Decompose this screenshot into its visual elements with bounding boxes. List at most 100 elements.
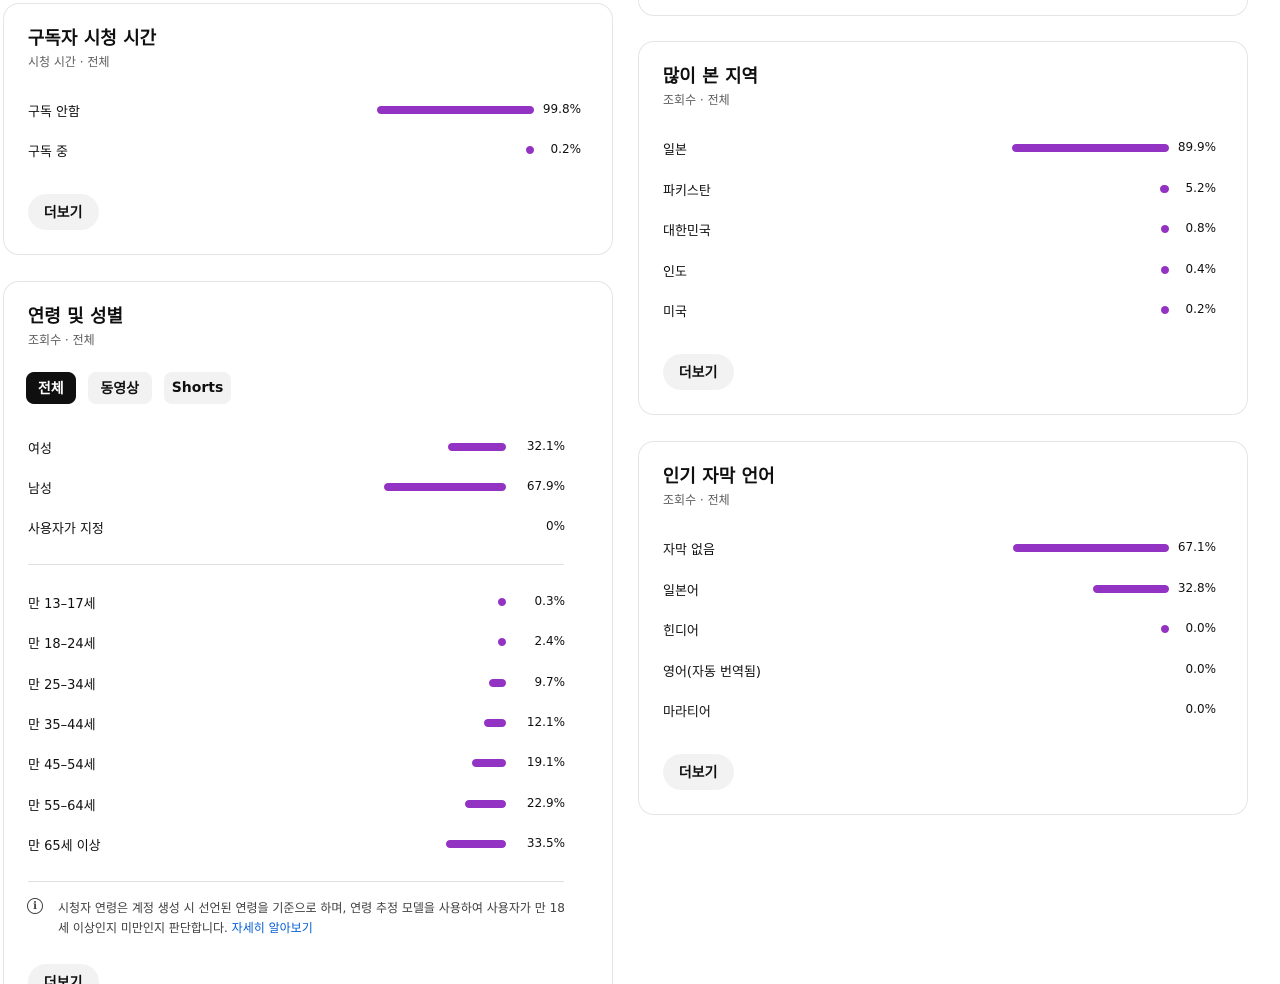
row-bar [1093, 584, 1169, 593]
row-bar [526, 146, 534, 154]
distribution-row: 힌디어 0.0% [663, 617, 1216, 641]
distribution-row: 만 65세 이상 33.5% [28, 832, 565, 856]
row-percentage: 19.1% [526, 755, 565, 770]
chip-shorts[interactable]: Shorts [164, 372, 231, 404]
distribution-row: 일본어 32.8% [663, 577, 1216, 601]
distribution-row: 만 45–54세 19.1% [28, 751, 565, 775]
row-label: 구독 중 [28, 145, 69, 160]
distribution-row: 미국 0.2% [663, 298, 1216, 322]
row-percentage: 0.0% [1185, 702, 1217, 716]
row-label: 만 25–34세 [28, 677, 96, 693]
row-bar [1013, 544, 1169, 552]
row-label: 사용자가 지정 [28, 522, 104, 537]
row-percentage: 0.0% [1185, 621, 1217, 635]
row-percentage: 99.8% [542, 102, 581, 116]
row-label: 힌디어 [663, 624, 699, 639]
row-label: 만 45–54세 [28, 758, 96, 774]
row-bar [1160, 184, 1169, 193]
age-note-divider [28, 881, 564, 882]
row-bar [498, 638, 506, 647]
row-percentage: 5.2% [1185, 180, 1217, 195]
row-label: 만 13–17세 [28, 597, 96, 612]
row-bar [489, 678, 506, 687]
row-bar [465, 799, 506, 808]
distribution-row: 만 18–24세 2.4% [28, 630, 565, 654]
row-label: 만 65세 이상 [28, 838, 101, 854]
row-label: 만 55–64세 [28, 798, 96, 814]
row-percentage: 0.4% [1185, 261, 1217, 276]
top-regions-card [638, 41, 1248, 415]
row-label: 영어(자동 번역됨) [663, 664, 761, 680]
row-bar [484, 718, 506, 727]
row-percentage: 67.9% [526, 479, 565, 493]
row-percentage: 2.4% [534, 634, 566, 649]
gender-age-divider [28, 564, 564, 565]
subscriber-watch-time-more-button[interactable]: 더보기 [28, 194, 99, 230]
row-label: 파키스탄 [663, 183, 711, 199]
row-label: 만 35–44세 [28, 717, 96, 733]
distribution-row: 자막 없음 67.1% [663, 536, 1216, 560]
distribution-row: 남성 67.9% [28, 475, 565, 499]
distribution-row: 파키스탄 5.2% [663, 177, 1216, 201]
row-percentage: 89.9% [1177, 140, 1216, 154]
row-label: 자막 없음 [663, 543, 715, 558]
row-bar [1161, 265, 1169, 274]
age-note-text: 시청자 연령은 계정 생성 시 선언된 연령을 기준으로 하며, 연령 추정 모… [58, 901, 565, 935]
distribution-row: 사용자가 지정 0% [28, 515, 565, 539]
distribution-row: 마라티어 0.0% [663, 698, 1216, 722]
row-label: 인도 [663, 264, 687, 280]
row-percentage: 0.2% [1185, 302, 1217, 316]
chip-all[interactable]: 전체 [26, 372, 76, 404]
distribution-row: 대한민국 0.8% [663, 217, 1216, 241]
subscriber-watch-time-title: 구독자 시청 시간 [28, 28, 157, 49]
row-bar [377, 106, 534, 114]
row-bar [448, 443, 506, 451]
distribution-row: 만 25–34세 9.7% [28, 671, 565, 695]
subscriber-watch-time-card [3, 3, 613, 255]
learn-more-link[interactable]: 자세히 알아보기 [231, 921, 313, 935]
row-percentage: 0.0% [1185, 661, 1217, 676]
row-bar [498, 598, 506, 606]
row-percentage: 9.7% [534, 674, 566, 689]
row-percentage: 32.8% [1177, 580, 1216, 595]
row-label: 구독 안함 [28, 105, 80, 120]
row-label: 일본 [663, 143, 687, 158]
age-note: 시청자 연령은 계정 생성 시 선언된 연령을 기준으로 하며, 연령 추정 모… [58, 898, 570, 938]
row-label: 일본어 [663, 583, 699, 599]
top-regions-title: 많이 본 지역 [663, 66, 759, 87]
distribution-row: 영어(자동 번역됨) 0.0% [663, 658, 1216, 682]
age-gender-title: 연령 및 성별 [28, 306, 124, 327]
distribution-row: 여성 32.1% [28, 435, 565, 459]
row-bar [1161, 306, 1169, 314]
distribution-row: 만 13–17세 0.3% [28, 590, 565, 614]
row-label: 마라티어 [663, 705, 711, 720]
row-percentage: 0.2% [550, 142, 582, 156]
row-label: 미국 [663, 305, 687, 320]
distribution-row: 구독 중 0.2% [28, 138, 581, 162]
top-card-remnant [638, 0, 1248, 16]
row-label: 여성 [28, 442, 52, 457]
row-bar [1012, 144, 1169, 152]
distribution-row: 구독 안함 99.8% [28, 98, 581, 122]
age-gender-more-button[interactable]: 더보기 [28, 964, 99, 984]
subtitle-languages-subtitle: 조회수 · 전체 [663, 493, 730, 507]
subscriber-watch-time-subtitle: 시청 시간 · 전체 [28, 55, 110, 69]
row-bar [1161, 625, 1169, 633]
row-bar [472, 759, 506, 768]
subtitle-languages-more-button[interactable]: 더보기 [663, 754, 734, 790]
top-regions-more-button[interactable]: 더보기 [663, 354, 734, 390]
distribution-row: 만 55–64세 22.9% [28, 792, 565, 816]
top-regions-subtitle: 조회수 · 전체 [663, 93, 730, 107]
row-label: 대한민국 [663, 224, 711, 239]
row-percentage: 0% [545, 519, 565, 533]
row-bar [446, 839, 506, 848]
distribution-row: 만 35–44세 12.1% [28, 711, 565, 735]
chip-videos[interactable]: 동영상 [88, 372, 152, 404]
row-percentage: 67.1% [1177, 540, 1216, 554]
row-label: 만 18–24세 [28, 637, 96, 653]
row-percentage: 0.8% [1185, 221, 1217, 235]
row-bar [384, 483, 506, 491]
age-gender-subtitle: 조회수 · 전체 [28, 333, 95, 347]
row-bar [1161, 225, 1169, 233]
row-percentage: 22.9% [526, 795, 565, 810]
